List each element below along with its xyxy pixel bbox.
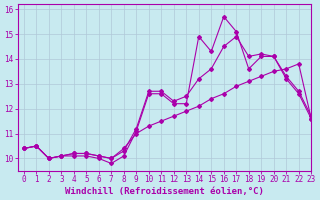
X-axis label: Windchill (Refroidissement éolien,°C): Windchill (Refroidissement éolien,°C) (65, 187, 264, 196)
